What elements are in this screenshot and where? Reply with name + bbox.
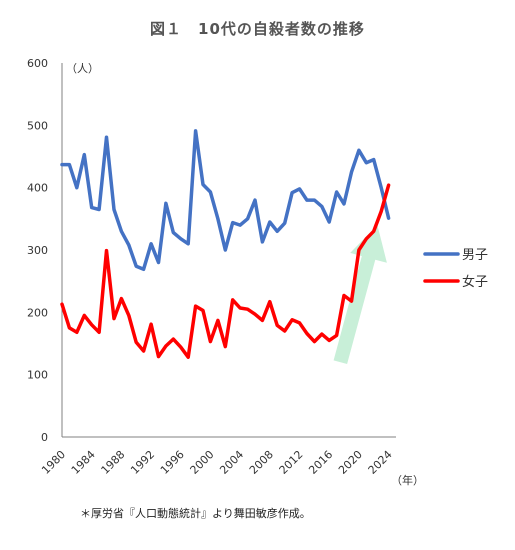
series-line-male <box>60 129 391 272</box>
y-tick-label: 400 <box>27 182 48 195</box>
y-tick-label: 600 <box>27 57 48 70</box>
y-tick-label: 300 <box>27 244 48 257</box>
y-axis-label: （人） <box>66 62 99 75</box>
series-line-female <box>60 183 391 359</box>
x-tick-label: 1996 <box>158 448 187 477</box>
annotation-layer <box>333 225 387 364</box>
trend-arrow-annotation <box>333 225 387 364</box>
chart-title: 図１ 10代の自殺者数の推移 <box>150 20 365 38</box>
x-tick-label: 2016 <box>306 448 335 477</box>
series-layer <box>60 129 391 359</box>
y-tick-label: 200 <box>27 306 48 319</box>
x-axis: 1980 1984 1988 1992 1996 2000 2004 2008 2012 2016… <box>39 436 396 477</box>
y-tick-label: 500 <box>27 119 48 132</box>
x-tick-label: 2000 <box>188 448 217 477</box>
x-tick-label: 2008 <box>247 448 276 477</box>
x-tick-label: 2012 <box>277 448 306 477</box>
x-tick-label: 1984 <box>69 448 98 477</box>
y-axis: 0 100 200 300 400 500 600 <box>27 57 63 444</box>
y-tick-label: 0 <box>41 431 48 444</box>
x-tick-label: 1992 <box>128 448 157 477</box>
x-tick-label: 2020 <box>336 448 365 477</box>
x-tick-label: 1988 <box>99 448 128 477</box>
x-tick-label: 2004 <box>217 448 246 477</box>
source-note: ＊厚労省『人口動態統計』より舞田敏彦作成。 <box>80 507 311 520</box>
legend-label: 男子 <box>462 248 488 263</box>
x-axis-label: （年） <box>391 473 424 487</box>
x-tick-label: 1980 <box>39 448 68 477</box>
x-tick-label: 2024 <box>366 448 395 477</box>
legend-label: 女子 <box>462 274 488 290</box>
y-tick-label: 100 <box>27 369 48 382</box>
